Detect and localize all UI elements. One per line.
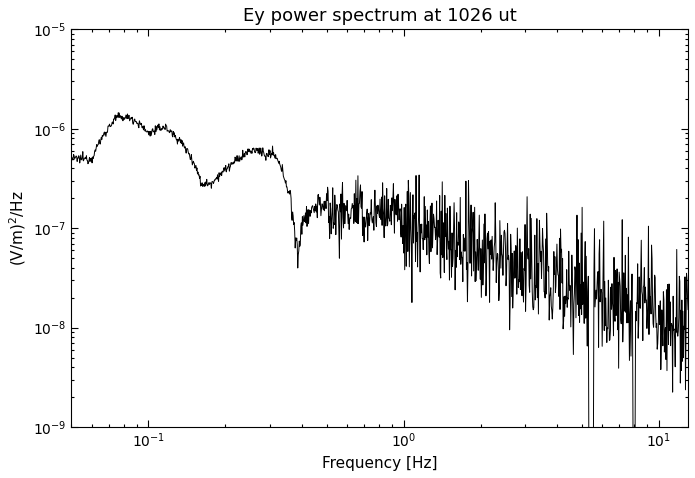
Y-axis label: (V/m)$^2$/Hz: (V/m)$^2$/Hz (7, 190, 28, 266)
X-axis label: Frequency [Hz]: Frequency [Hz] (322, 456, 438, 471)
Title: Ey power spectrum at 1026 ut: Ey power spectrum at 1026 ut (243, 7, 516, 25)
